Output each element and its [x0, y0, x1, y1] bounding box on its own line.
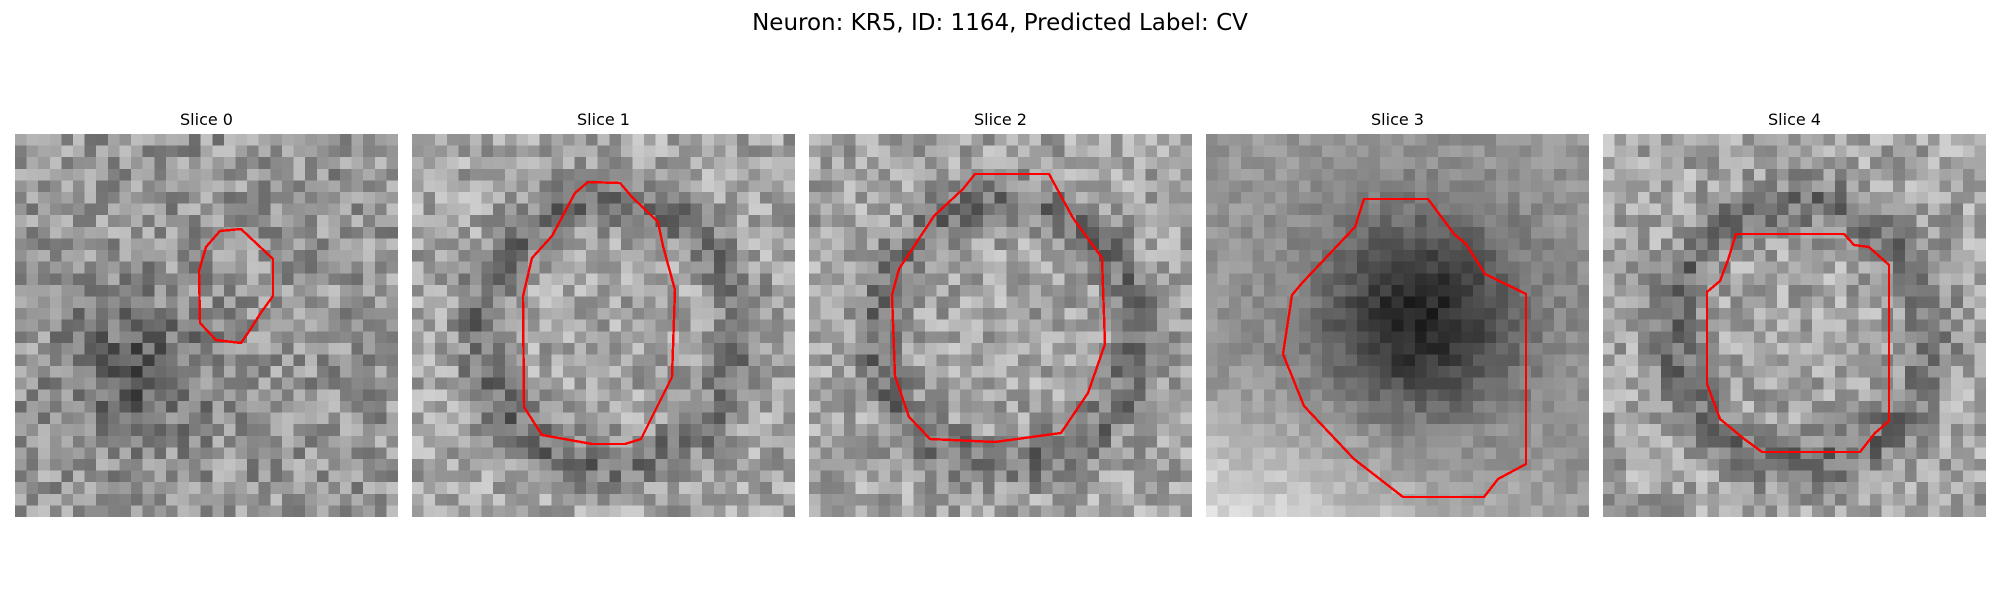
- cell-contour: [521, 180, 677, 446]
- slice-image-1: [412, 134, 795, 517]
- figure-title: Neuron: KR5, ID: 1164, Predicted Label: …: [752, 10, 1248, 36]
- slice-title-1: Slice 1: [577, 110, 630, 129]
- grayscale-pixel-grid: [1603, 134, 1986, 517]
- slice-image-0: [15, 134, 398, 517]
- slice-panel-0: Slice 0: [15, 107, 398, 517]
- slice-image-4: [1603, 134, 1986, 517]
- cell-contour: [890, 172, 1107, 444]
- grayscale-pixel-grid: [1206, 134, 1589, 517]
- slice-title-0: Slice 0: [180, 110, 233, 129]
- slice-title-4: Slice 4: [1768, 110, 1821, 129]
- slice-panel-4: Slice 4: [1603, 107, 1986, 517]
- grayscale-pixel-grid: [809, 134, 1192, 517]
- slice-image-3: [1206, 134, 1589, 517]
- slice-title-3: Slice 3: [1371, 110, 1424, 129]
- slice-panel-1: Slice 1: [412, 107, 795, 517]
- cell-contour: [1705, 232, 1891, 454]
- slice-panel-3: Slice 3: [1206, 107, 1589, 517]
- grayscale-pixel-grid: [412, 134, 795, 517]
- cell-contour: [197, 227, 275, 345]
- slice-panel-2: Slice 2: [809, 107, 1192, 517]
- slice-image-2: [809, 134, 1192, 517]
- slice-title-2: Slice 2: [974, 110, 1027, 129]
- cell-contour: [1281, 197, 1528, 499]
- grayscale-pixel-grid: [15, 134, 398, 517]
